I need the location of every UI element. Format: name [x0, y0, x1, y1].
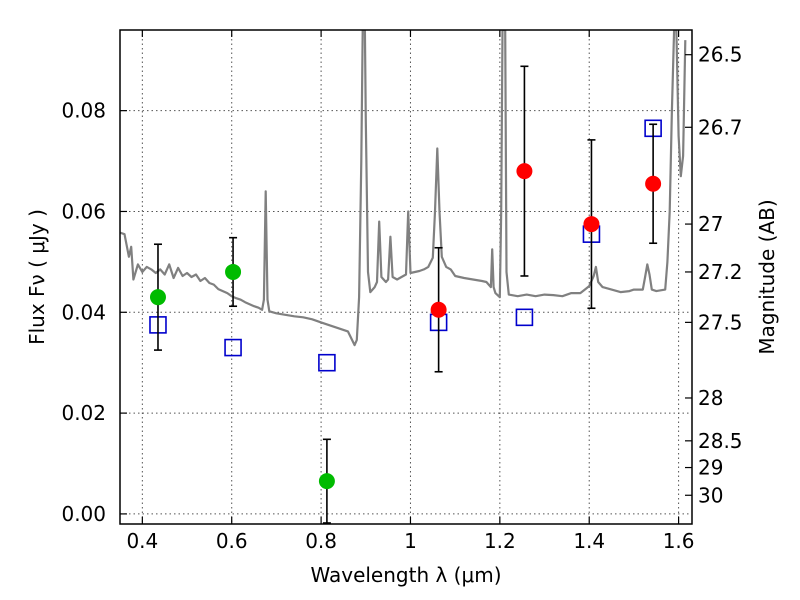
x-tick-label: 0.8 — [305, 529, 337, 553]
y2-tick-label: 27.5 — [698, 310, 743, 334]
observed-flux-point — [645, 175, 662, 192]
x-tick-label: 1.4 — [573, 529, 605, 553]
y2-tick-label: 28 — [698, 386, 723, 410]
y-tick-label: 0.00 — [61, 502, 106, 526]
observed-flux-point — [583, 216, 600, 233]
axes: 0.4 0.6 0.8 1 1.2 1.4 1.6 0.00 0.02 0.04 0.06 0.08 2… — [61, 30, 743, 553]
x-tick-label: 1.2 — [484, 529, 516, 553]
y-tick-label: 0.06 — [61, 199, 106, 223]
y-tick-label: 0.04 — [61, 300, 106, 324]
observed-flux-point — [516, 163, 533, 180]
plot-area — [120, 30, 687, 524]
x-axis-label: Wavelength λ (μm) — [310, 563, 501, 587]
y2-tick-label: 26.7 — [698, 115, 743, 139]
x-tick-label: 0.6 — [216, 529, 248, 553]
model-flux-square — [224, 338, 242, 357]
observed-flux-point — [430, 301, 447, 318]
observed-flux-point — [225, 263, 242, 280]
y2-tick-label: 30 — [698, 483, 723, 507]
y2-tick-label: 26.5 — [698, 43, 743, 67]
model-flux-square — [515, 308, 534, 327]
y2-tick-label: 27 — [698, 212, 723, 236]
y-axis-label: Flux Fν ( μJy ) — [25, 209, 49, 345]
observed-flux-point — [149, 289, 166, 306]
x-tick-label: 1.6 — [663, 529, 695, 553]
y2-axis-label: Magnitude (AB) — [755, 199, 779, 354]
x-tick-label: 0.4 — [126, 529, 158, 553]
x-tick-label: 1 — [404, 529, 417, 553]
y2-tick-label: 27.2 — [698, 260, 743, 284]
observed-flux-point — [318, 473, 335, 490]
plot-frame — [119, 29, 693, 525]
model-flux-square — [318, 353, 336, 372]
y-tick-label: 0.08 — [61, 99, 106, 123]
y2-tick-label: 28.5 — [698, 429, 743, 453]
model-spectrum-line — [120, 30, 687, 347]
y-tick-label: 0.02 — [61, 401, 106, 425]
y2-tick-label: 29 — [698, 456, 723, 480]
